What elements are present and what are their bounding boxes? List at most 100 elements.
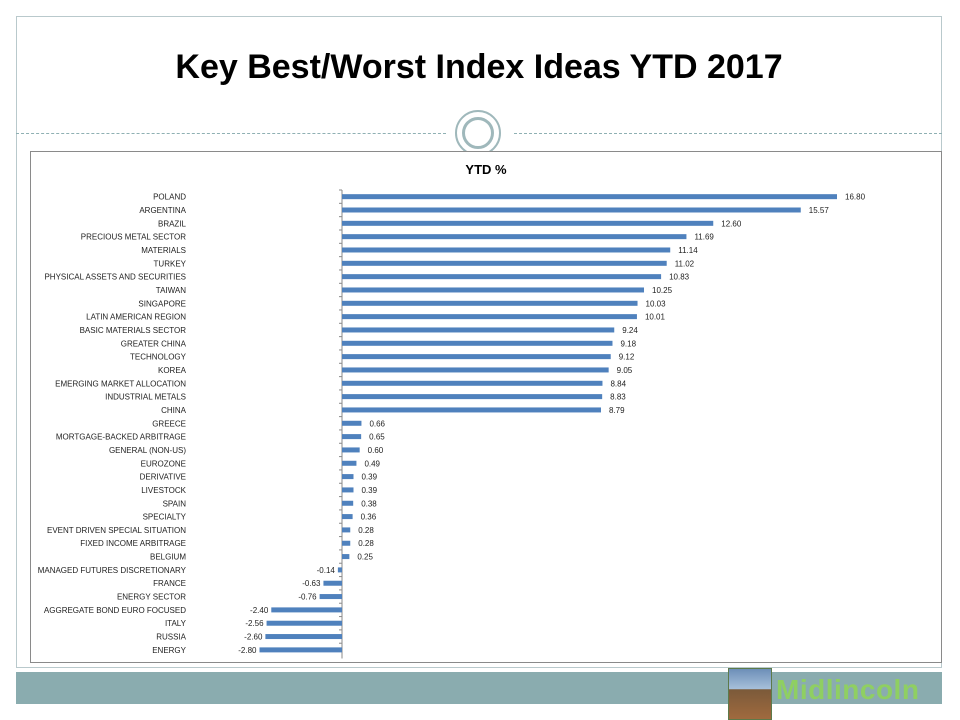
data-label: -2.80 (238, 646, 257, 655)
bar (342, 554, 350, 560)
bar (342, 220, 714, 226)
category-label: KOREA (158, 366, 187, 375)
category-label: TURKEY (154, 259, 187, 268)
data-label: 0.38 (361, 499, 377, 508)
bar (342, 327, 615, 333)
data-label: 0.25 (357, 553, 373, 562)
title-divider-left (16, 133, 446, 134)
data-label: -2.56 (245, 619, 264, 628)
bar (342, 487, 354, 493)
bar (271, 607, 342, 613)
bar (342, 354, 611, 360)
category-label: DERIVATIVE (140, 473, 186, 482)
category-label: RUSSIA (156, 633, 186, 642)
category-label: INDUSTRIAL METALS (105, 393, 186, 402)
category-label: EMERGING MARKET ALLOCATION (55, 379, 186, 388)
bar (342, 380, 603, 386)
bar (266, 620, 342, 626)
category-label: SPAIN (163, 499, 187, 508)
bar-chart: YTD % POLAND 16.80 ARGENTINA 15.57 BRAZIL 12.… (38, 162, 866, 659)
data-label: 10.83 (669, 273, 690, 282)
bar (342, 340, 613, 346)
data-label: 9.18 (620, 339, 636, 348)
category-label: SPECIALTY (143, 513, 187, 522)
data-label: 9.24 (622, 326, 638, 335)
category-label: TECHNOLOGY (130, 353, 187, 362)
category-label: EUROZONE (141, 459, 186, 468)
data-label: -0.14 (317, 566, 336, 575)
data-label: 0.66 (369, 419, 385, 428)
company-logo: Midlincoln (728, 668, 960, 720)
bar (342, 287, 645, 293)
bar (342, 247, 671, 253)
category-label: GREECE (152, 419, 186, 428)
bar (342, 447, 360, 453)
category-label: EVENT DRIVEN SPECIAL SITUATION (47, 526, 186, 535)
data-label: 10.01 (645, 313, 666, 322)
category-label: CHINA (161, 406, 187, 415)
bar (342, 194, 837, 200)
bar (342, 394, 603, 400)
category-label: BASIC MATERIALS SECTOR (80, 326, 187, 335)
bar (342, 314, 637, 320)
data-label: 10.25 (652, 286, 673, 295)
data-label: 8.83 (610, 393, 626, 402)
bar (342, 234, 687, 240)
bar (259, 647, 342, 653)
category-label: SINGAPORE (138, 299, 186, 308)
bar (342, 274, 662, 280)
data-label: 11.02 (675, 259, 695, 268)
bar (342, 367, 609, 373)
category-label: ITALY (165, 619, 187, 628)
category-label: PRECIOUS METAL SECTOR (81, 233, 186, 242)
data-label: 10.03 (646, 299, 667, 308)
category-label: BELGIUM (150, 553, 186, 562)
bar (319, 594, 342, 600)
data-label: -2.40 (250, 606, 269, 615)
category-label: MORTGAGE-BACKED ARBITRAGE (56, 433, 186, 442)
bar (342, 500, 354, 506)
data-label: 8.84 (610, 379, 626, 388)
category-label: PHYSICAL ASSETS AND SECURITIES (44, 273, 186, 282)
bar (342, 540, 351, 546)
title-divider-right (514, 133, 942, 134)
category-label: MANAGED FUTURES DISCRETIONARY (38, 566, 187, 575)
category-label: BRAZIL (158, 219, 187, 228)
category-label: MATERIALS (141, 246, 186, 255)
data-label: 16.80 (845, 193, 866, 202)
bar (342, 407, 601, 413)
data-label: 0.28 (358, 526, 374, 535)
category-label: ENERGY (152, 646, 186, 655)
data-label: 12.60 (721, 219, 742, 228)
data-label: 0.36 (361, 513, 377, 522)
data-label: 11.14 (678, 246, 698, 255)
category-label: FIXED INCOME ARBITRAGE (80, 539, 186, 548)
logo-text: Midlincoln (776, 674, 920, 705)
data-label: 15.57 (809, 206, 830, 215)
bar (342, 207, 801, 213)
data-label: 8.79 (609, 406, 625, 415)
slide-title: Key Best/Worst Index Ideas YTD 2017 (175, 48, 783, 86)
data-label: 0.39 (361, 473, 377, 482)
data-label: -0.63 (302, 579, 321, 588)
bar (265, 634, 342, 640)
data-label: 0.49 (364, 459, 380, 468)
footer-band (16, 672, 942, 704)
bar (342, 420, 362, 426)
chart-title: YTD % (465, 162, 507, 177)
category-label: LIVESTOCK (141, 486, 186, 495)
bar (342, 514, 353, 520)
data-label: -2.60 (244, 633, 263, 642)
category-label: FRANCE (153, 579, 186, 588)
category-label: AGGREGATE BOND EURO FOCUSED (44, 606, 186, 615)
data-label: 11.69 (694, 233, 714, 242)
category-label: POLAND (153, 193, 186, 202)
chart-container: YTD % POLAND 16.80 ARGENTINA 15.57 BRAZIL 12.… (30, 151, 942, 663)
data-label: 0.39 (361, 486, 377, 495)
bar (342, 300, 638, 306)
bar (342, 260, 667, 266)
data-label: 0.60 (368, 446, 384, 455)
circle-ornament-icon (455, 110, 501, 156)
category-label: GREATER CHINA (121, 339, 187, 348)
category-label: TAIWAN (156, 286, 186, 295)
